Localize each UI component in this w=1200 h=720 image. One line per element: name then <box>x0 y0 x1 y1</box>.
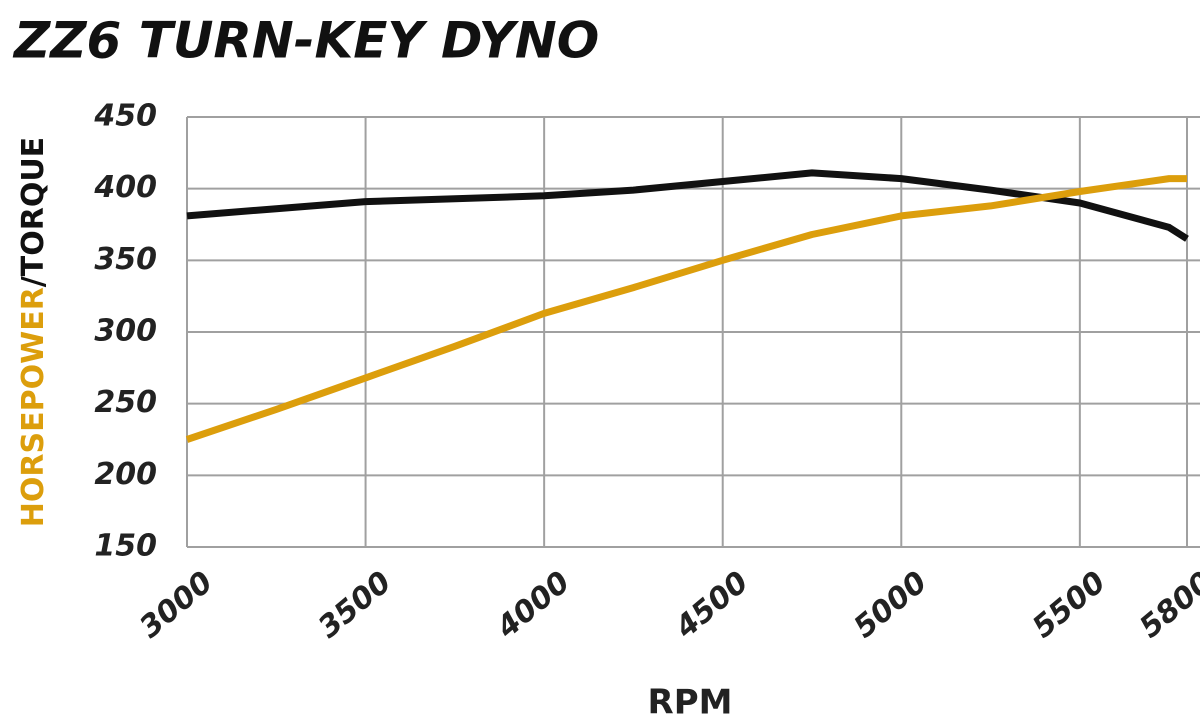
chart-title: ZZ6 TURN-KEY DYNO <box>12 12 599 70</box>
y-tick-label: 300 <box>94 314 157 349</box>
series-line <box>185 175 1187 443</box>
x-tick-label: 4000 <box>490 565 577 646</box>
x-tick-label: 3500 <box>312 565 398 645</box>
y-axis-label-part: /TORQUE <box>16 137 51 287</box>
x-tick-label: 5500 <box>1026 565 1112 645</box>
y-tick-label: 400 <box>93 170 157 205</box>
y-tick-label: 250 <box>94 385 157 420</box>
y-tick-label: 450 <box>93 99 157 134</box>
x-axis-label: RPM <box>648 683 733 720</box>
series-line <box>186 169 1189 242</box>
y-tick-label: 150 <box>94 529 157 564</box>
y-tick-label: 350 <box>94 242 157 277</box>
x-tick-label: 4500 <box>668 565 755 646</box>
x-tick-label: 5000 <box>847 565 933 645</box>
x-tick-label: 5800 <box>1133 565 1200 645</box>
y-axis-label-part: HORSEPOWER <box>16 287 51 527</box>
y-axis-label: HORSEPOWER/TORQUE <box>16 137 51 527</box>
y-tick-label: 200 <box>94 457 157 492</box>
x-tick-label: 3000 <box>133 565 219 645</box>
